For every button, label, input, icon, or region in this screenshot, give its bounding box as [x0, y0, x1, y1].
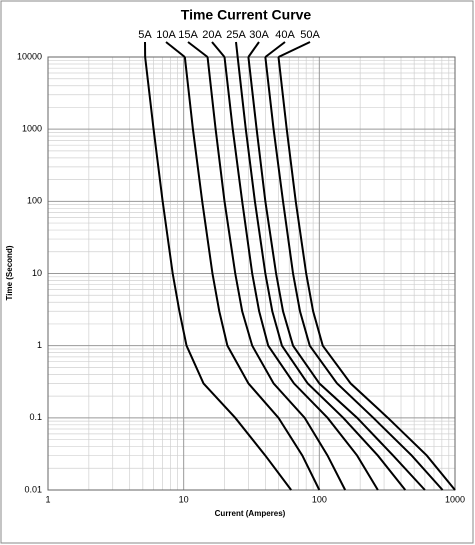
label-leader — [278, 41, 311, 58]
chart-title: Time Current Curve — [181, 7, 312, 23]
label-leader — [235, 41, 239, 58]
x-axis-title: Current (Amperes) — [215, 509, 286, 518]
curve — [277, 56, 456, 491]
y-tick-label: 0.1 — [29, 412, 42, 422]
series-label: 5A — [138, 29, 152, 41]
series-label: 40A — [275, 29, 295, 41]
label-leader — [165, 41, 186, 58]
x-tick-label: 10 — [179, 494, 189, 504]
x-tick-label: 1 — [45, 494, 50, 504]
curve — [223, 56, 379, 491]
series-label: 20A — [202, 29, 222, 41]
y-tick-label: 1 — [37, 340, 42, 350]
series-label: 50A — [300, 29, 320, 41]
curve — [144, 56, 292, 491]
y-tick-label: 100 — [27, 196, 42, 206]
label-leader — [264, 41, 286, 58]
y-tick-label: 10 — [32, 268, 42, 278]
series-label: 15A — [178, 29, 198, 41]
y-tick-label: 1000 — [22, 124, 42, 134]
y-axis-title: Time (Second) — [5, 245, 14, 300]
series-label: 25A — [226, 29, 246, 41]
curve — [236, 56, 407, 491]
y-tick-label: 0.01 — [24, 484, 42, 494]
curve — [247, 56, 426, 491]
series-label: 10A — [156, 29, 176, 41]
label-leader — [211, 41, 226, 58]
x-tick-label: 1000 — [445, 494, 465, 504]
y-tick-label: 10000 — [17, 51, 42, 61]
label-leader — [187, 41, 209, 58]
curve — [206, 56, 347, 491]
plot-frame — [47, 56, 456, 491]
curve — [264, 56, 444, 491]
label-leader — [247, 41, 260, 58]
curve — [183, 56, 321, 491]
x-tick-label: 100 — [312, 494, 327, 504]
series-label: 30A — [249, 29, 269, 41]
